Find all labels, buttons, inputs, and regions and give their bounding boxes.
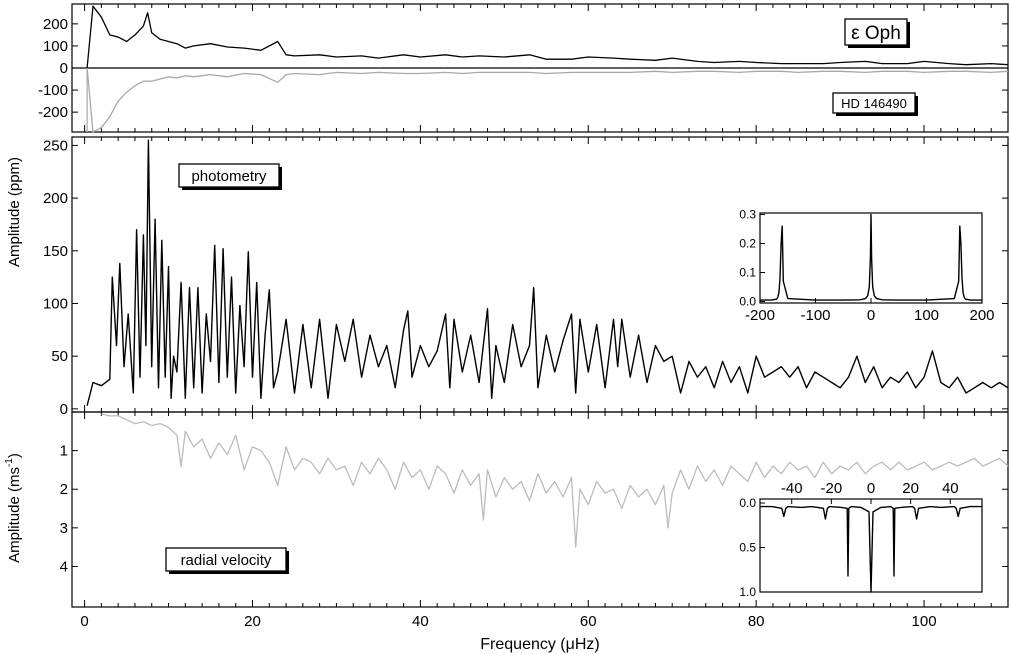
rv-inset-xtick-label: 40 [942,480,959,497]
bottom-ytick-label: 3 [60,520,68,537]
rv-inset-ytick-label: 0.5 [739,541,756,555]
photometry-inset-xtick-label: 100 [914,307,939,324]
rv-inset-xtick-label: 20 [902,480,919,497]
bottom-ytick-label: 4 [60,558,68,575]
photometry-inset-xtick-label: 200 [969,307,994,324]
middle-y-axis-label: Amplitude (ppm) [6,157,23,267]
bottom-y-axis-label-main: Amplitude (ms [6,467,23,563]
bottom-ytick-label: 2 [60,481,68,498]
photometry-inset: 0.0 0.1 0.2 0.3 -200 -100 0 100 200 [739,207,994,324]
top-ytick-label: -100 [38,82,68,99]
photometry-inset-ytick-label: 0.0 [739,295,756,309]
photometry-label-box: photometry [178,163,282,190]
rv-inset-ytick-label: 1.0 [739,585,756,599]
photometry-inset-xtick-label: -200 [745,307,775,324]
photometry-inset-ytick-label: 0.3 [739,207,756,221]
top-ytick-label: -200 [38,104,68,121]
rv-inset-xtick-label: 0 [867,480,875,497]
middle-ytick-label: 50 [51,348,68,365]
photometry-inset-ytick-label: 0.2 [739,236,756,250]
rv-window-series-line [760,505,982,593]
middle-panel: 0 50 100 150 200 250 Amplitude (ppm) photomet… [6,136,1009,418]
bottom-y-axis-label-close: ) [6,453,23,458]
radial-velocity-label-box: radial velocity [165,547,289,574]
hd-label-box: HD 146490 [832,92,918,116]
rv-inset-xtick-label: -20 [821,480,843,497]
middle-ytick-label: 200 [43,190,68,207]
middle-ytick-label: 0 [60,401,68,418]
middle-ytick-label: 100 [43,295,68,312]
photometry-inset-xtick-label: 0 [867,307,875,324]
radial-velocity-series-line [101,413,1009,548]
top-panel: 200 100 0 -100 -200 ε Oph HD 146490 [38,3,1009,133]
x-tick-label: 100 [912,613,937,630]
x-tick-label: 20 [244,613,261,630]
top-ytick-label: 0 [60,60,68,77]
photometry-inset-ytick-label: 0.1 [739,266,756,280]
eps-oph-label: ε Oph [851,23,901,44]
rv-inset: 0.0 0.5 1.0 -40 -20 0 20 40 [739,480,983,599]
top-ytick-label: 200 [43,16,68,33]
bottom-panel-frame [71,411,1009,608]
bottom-y-axis-label-sup: -1 [4,458,15,467]
middle-ytick-label: 150 [43,243,68,260]
eps-oph-series-line [86,5,1009,69]
hd-label: HD 146490 [841,96,907,111]
middle-ytick-label: 250 [43,137,68,154]
top-ytick-label: 100 [43,38,68,55]
x-axis-label: Frequency (μHz) [480,636,599,653]
x-tick-label: 60 [580,613,597,630]
radial-velocity-label: radial velocity [181,552,272,569]
photometry-window-series-line [760,213,982,301]
bottom-y-axis-label: Amplitude (ms-1) [4,453,23,563]
x-tick-label: 0 [80,613,88,630]
x-tick-label: 80 [748,613,765,630]
photometry-label: photometry [191,168,267,185]
hd146490-series-line [86,67,1009,133]
x-tick-label: 40 [412,613,429,630]
rv-inset-ytick-label: 0.0 [739,496,756,510]
photometry-series-line [86,139,1009,406]
eps-oph-label-box: ε Oph [844,18,910,48]
photometry-inset-xtick-label: -100 [800,307,830,324]
rv-inset-xtick-label: -40 [781,480,803,497]
bottom-ytick-label: 1 [60,443,68,460]
